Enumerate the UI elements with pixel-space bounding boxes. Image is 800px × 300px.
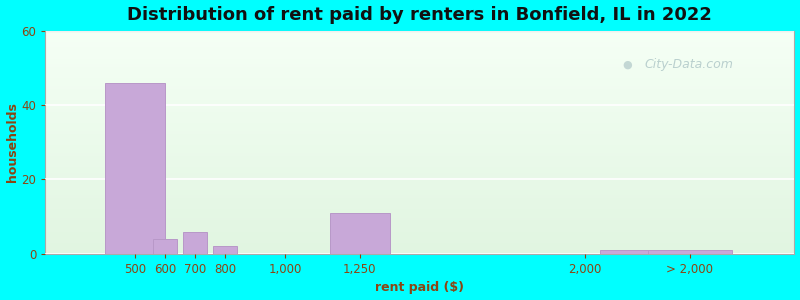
Bar <box>46 114 794 117</box>
Bar <box>46 176 794 178</box>
Bar <box>46 53 794 56</box>
Bar <box>647 250 731 254</box>
Bar <box>46 167 794 170</box>
Bar <box>46 181 794 184</box>
Bar <box>46 34 794 36</box>
Bar <box>46 240 794 243</box>
Bar <box>46 215 794 217</box>
Bar <box>46 223 794 226</box>
Bar <box>46 70 794 73</box>
Bar <box>46 120 794 123</box>
Bar <box>46 178 794 181</box>
Bar <box>46 193 794 195</box>
Bar <box>46 148 794 151</box>
Bar <box>46 67 794 70</box>
Bar <box>46 31 794 34</box>
Bar <box>46 204 794 206</box>
Bar <box>46 234 794 237</box>
Bar <box>46 45 794 47</box>
Bar <box>46 209 794 212</box>
Bar <box>46 78 794 81</box>
Bar <box>46 109 794 112</box>
Bar <box>46 145 794 148</box>
Bar <box>600 250 690 254</box>
Bar <box>46 137 794 140</box>
Bar <box>46 89 794 92</box>
Bar <box>46 162 794 165</box>
Bar <box>46 106 794 109</box>
Bar <box>46 190 794 193</box>
Bar <box>46 73 794 75</box>
Bar <box>46 131 794 134</box>
Bar <box>46 245 794 248</box>
Bar <box>46 159 794 162</box>
Bar <box>46 218 794 220</box>
Bar <box>46 36 794 39</box>
Bar <box>46 92 794 95</box>
Bar <box>46 220 794 223</box>
Y-axis label: households: households <box>6 102 18 182</box>
Bar <box>46 151 794 153</box>
Bar <box>46 42 794 45</box>
Bar <box>46 142 794 145</box>
Bar <box>46 117 794 120</box>
Bar <box>46 81 794 84</box>
Bar <box>213 246 237 254</box>
Bar <box>46 140 794 142</box>
Bar <box>46 243 794 245</box>
Bar <box>46 226 794 229</box>
Bar <box>46 95 794 98</box>
Bar <box>46 128 794 131</box>
Bar <box>46 75 794 78</box>
Bar <box>153 239 177 254</box>
Title: Distribution of rent paid by renters in Bonfield, IL in 2022: Distribution of rent paid by renters in … <box>127 6 712 24</box>
Bar <box>46 125 794 128</box>
Bar <box>46 237 794 240</box>
Bar <box>46 248 794 251</box>
Bar <box>46 84 794 86</box>
Bar <box>46 100 794 103</box>
X-axis label: rent paid ($): rent paid ($) <box>375 281 464 294</box>
Bar <box>46 187 794 190</box>
Bar <box>46 61 794 64</box>
Bar <box>46 153 794 156</box>
Bar <box>46 112 794 114</box>
Bar <box>46 156 794 159</box>
Bar <box>46 251 794 254</box>
Bar <box>46 98 794 100</box>
Bar <box>46 123 794 125</box>
Bar <box>46 195 794 198</box>
Bar <box>46 173 794 176</box>
Bar <box>46 212 794 215</box>
Text: City-Data.com: City-Data.com <box>645 58 734 70</box>
Bar <box>46 229 794 232</box>
Bar <box>46 86 794 89</box>
Bar <box>46 232 794 234</box>
Bar <box>46 50 794 53</box>
Bar <box>46 39 794 42</box>
Bar <box>46 170 794 173</box>
Bar <box>46 64 794 67</box>
Bar <box>46 47 794 50</box>
Bar <box>46 56 794 58</box>
Bar <box>183 232 207 254</box>
Bar <box>46 206 794 209</box>
Bar <box>46 184 794 187</box>
Bar <box>46 134 794 137</box>
Text: ●: ● <box>622 59 632 69</box>
Bar <box>105 83 165 254</box>
Bar <box>46 165 794 167</box>
Bar <box>330 213 390 254</box>
Bar <box>46 58 794 61</box>
Bar <box>46 103 794 106</box>
Bar <box>46 198 794 201</box>
Bar <box>46 201 794 204</box>
